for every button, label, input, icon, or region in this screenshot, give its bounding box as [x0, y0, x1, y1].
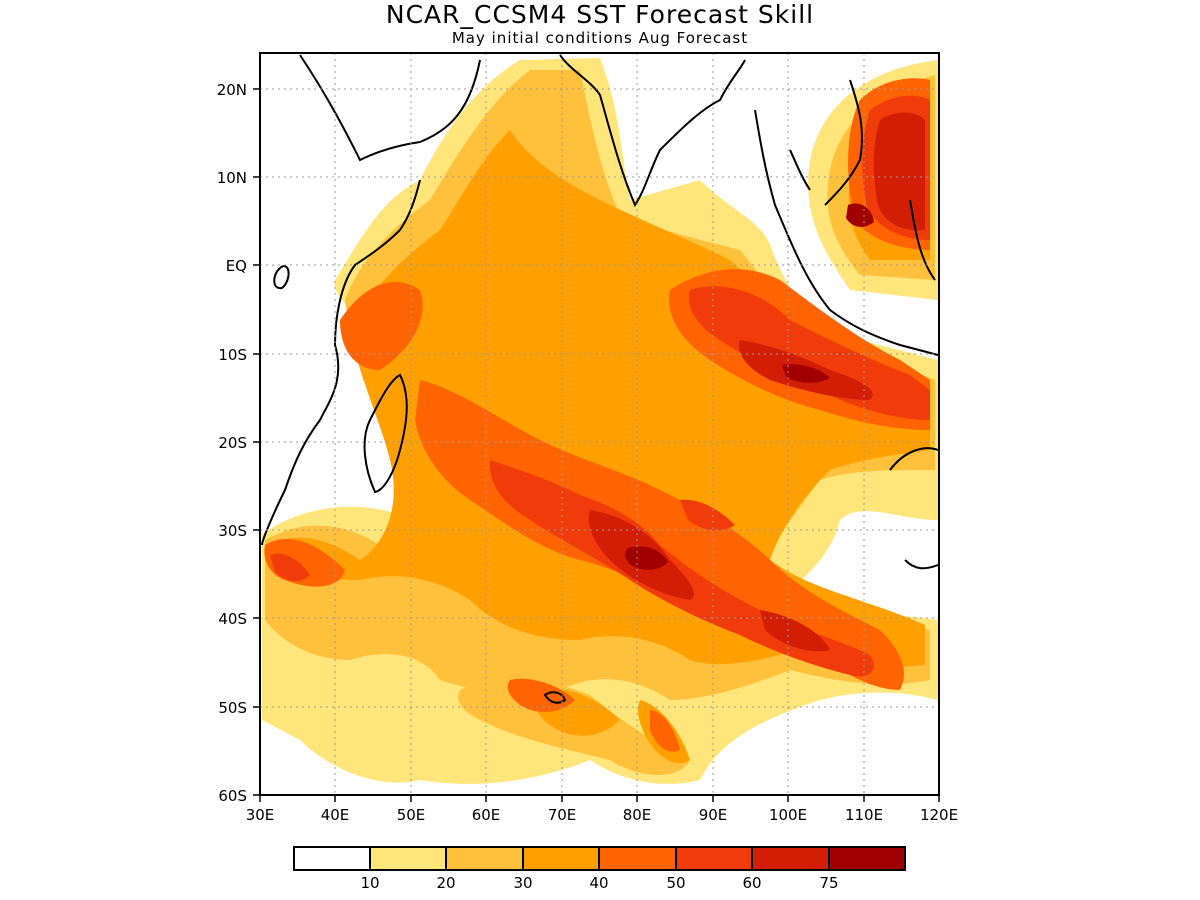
lat-tick-label: 20N	[217, 81, 247, 99]
lon-tick-label: 90E	[699, 806, 728, 824]
lat-tick-label: 10N	[217, 169, 247, 187]
lon-tick-label: 120E	[920, 806, 958, 824]
colorbar-label: 10	[360, 874, 379, 892]
lon-tick-label: 100E	[769, 806, 807, 824]
colorbar-swatch	[829, 847, 905, 870]
graticule	[260, 53, 939, 795]
lat-tick-label: 40S	[218, 610, 247, 628]
lon-tick-label: 70E	[548, 806, 577, 824]
colorbar-label: 40	[589, 874, 608, 892]
colorbar-swatch	[752, 847, 829, 870]
skill-level-75	[625, 203, 874, 570]
colorbar: 10 20 30 40 50 60 75	[293, 846, 906, 892]
skill-contours	[261, 54, 939, 784]
lat-tick-label: 60S	[218, 787, 247, 805]
lon-tick-label: 80E	[623, 806, 652, 824]
map-title: NCAR_CCSM4 SST Forecast Skill	[385, 0, 815, 29]
colorbar-swatch	[599, 847, 676, 870]
colorbar-swatch	[370, 847, 446, 870]
map-frame	[259, 52, 940, 796]
colorbar-swatch	[676, 847, 752, 870]
colorbar-label: 30	[513, 874, 532, 892]
colorbar-swatch	[294, 847, 370, 870]
lat-tick-label: EQ	[226, 257, 247, 275]
map-subtitle: May initial conditions Aug Forecast	[451, 29, 749, 47]
colorbar-swatch	[523, 847, 599, 870]
colorbar-label: 60	[742, 874, 761, 892]
lon-tick-label: 110E	[845, 806, 883, 824]
tick-marks	[253, 88, 940, 802]
lon-tick-label: 60E	[472, 806, 501, 824]
lat-tick-label: 10S	[218, 346, 247, 364]
lat-tick-label: 20S	[218, 434, 247, 452]
colorbar-swatch	[446, 847, 523, 870]
lon-tick-label: 30E	[246, 806, 275, 824]
colorbar-label: 20	[436, 874, 455, 892]
lon-tick-label: 50E	[397, 806, 426, 824]
lat-tick-label: 30S	[218, 522, 247, 540]
lat-tick-label: 50S	[218, 699, 247, 717]
colorbar-label: 50	[666, 874, 685, 892]
colorbar-label: 75	[819, 874, 838, 892]
lon-tick-label: 40E	[321, 806, 350, 824]
